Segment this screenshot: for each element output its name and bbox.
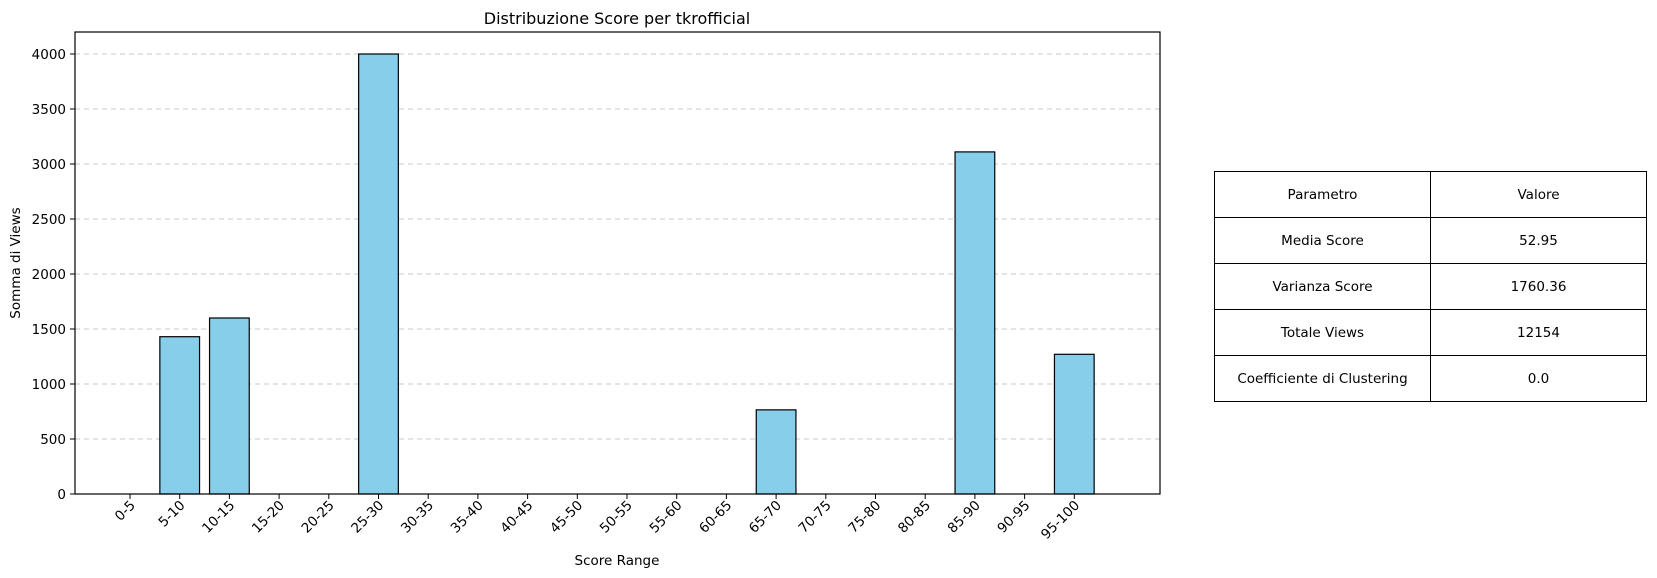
y-tick-label: 4000 <box>32 47 66 63</box>
bar <box>358 53 399 495</box>
x-tick-label: 75-80 <box>845 498 884 537</box>
bar <box>755 409 797 495</box>
chart-title: Distribuzione Score per tkrofficial <box>484 9 750 28</box>
y-tick-label: 2000 <box>32 267 66 283</box>
y-axis-label: Somma di Views <box>8 207 24 318</box>
x-tick-label: 40-45 <box>497 498 536 537</box>
y-tick-label: 1500 <box>32 322 66 338</box>
y-tick-label: 3500 <box>32 102 66 118</box>
stats-table: Parametro Valore Media Score 52.95 Varia… <box>1214 171 1647 402</box>
table-cell-valore: 1760.36 <box>1430 263 1647 310</box>
x-tick-label: 65-70 <box>746 498 785 537</box>
x-tick-label: 95-100 <box>1038 498 1083 543</box>
x-tick-label: 80-85 <box>895 498 934 537</box>
table-cell-valore: 12154 <box>1430 309 1647 356</box>
x-tick-label: 15-20 <box>249 498 288 537</box>
x-tick-label: 5-10 <box>156 498 189 531</box>
bar <box>954 151 996 495</box>
bars <box>159 53 1095 495</box>
table-row: Varianza Score 1760.36 <box>1214 263 1647 310</box>
x-tick-label: 20-25 <box>299 498 338 537</box>
bar <box>208 317 250 495</box>
x-tick-label: 45-50 <box>547 498 586 537</box>
x-axis-label: Score Range <box>575 553 660 569</box>
table-cell-valore: 0.0 <box>1430 355 1647 402</box>
x-tick-label: 30-35 <box>398 498 437 537</box>
table-row: Totale Views 12154 <box>1214 309 1647 356</box>
bar <box>159 336 201 495</box>
table-cell-valore: 52.95 <box>1430 217 1647 264</box>
y-tick-label: 2500 <box>32 212 66 228</box>
x-tick-label: 10-15 <box>199 498 238 537</box>
y-tick-label: 500 <box>40 432 66 448</box>
table-header-row: Parametro Valore <box>1214 171 1647 218</box>
table-row: Coefficiente di Clustering 0.0 <box>1214 355 1647 402</box>
x-axis-ticks: 0-5 5-10 10-15 15-20 20-25 25-30 30-35 35-40 40-… <box>112 494 1083 543</box>
x-tick-label: 60-65 <box>696 498 735 537</box>
plot-frame <box>74 31 1161 495</box>
grid-lines <box>75 53 1160 440</box>
x-tick-label: 25-30 <box>348 498 387 537</box>
x-tick-label: 85-90 <box>945 498 984 537</box>
y-tick-label: 1000 <box>32 377 66 393</box>
bar <box>1053 353 1095 495</box>
x-tick-label: 0-5 <box>112 498 139 525</box>
table-header-cell: Parametro <box>1214 171 1431 218</box>
table-cell-parametro: Coefficiente di Clustering <box>1214 355 1431 402</box>
x-tick-label: 70-75 <box>796 498 835 537</box>
table-header-cell: Valore <box>1430 171 1647 218</box>
y-tick-label: 0 <box>57 487 66 503</box>
x-tick-label: 35-40 <box>448 498 487 537</box>
table-cell-parametro: Totale Views <box>1214 309 1431 356</box>
x-tick-label: 90-95 <box>994 498 1033 537</box>
table-cell-parametro: Media Score <box>1214 217 1431 264</box>
y-axis-ticks: 0 500 1000 1500 2000 2500 3000 3500 4000 <box>32 47 75 503</box>
y-tick-label: 3000 <box>32 157 66 173</box>
x-tick-label: 50-55 <box>597 498 636 537</box>
table-row: Media Score 52.95 <box>1214 217 1647 264</box>
table-cell-parametro: Varianza Score <box>1214 263 1431 310</box>
x-tick-label: 55-60 <box>646 498 685 537</box>
